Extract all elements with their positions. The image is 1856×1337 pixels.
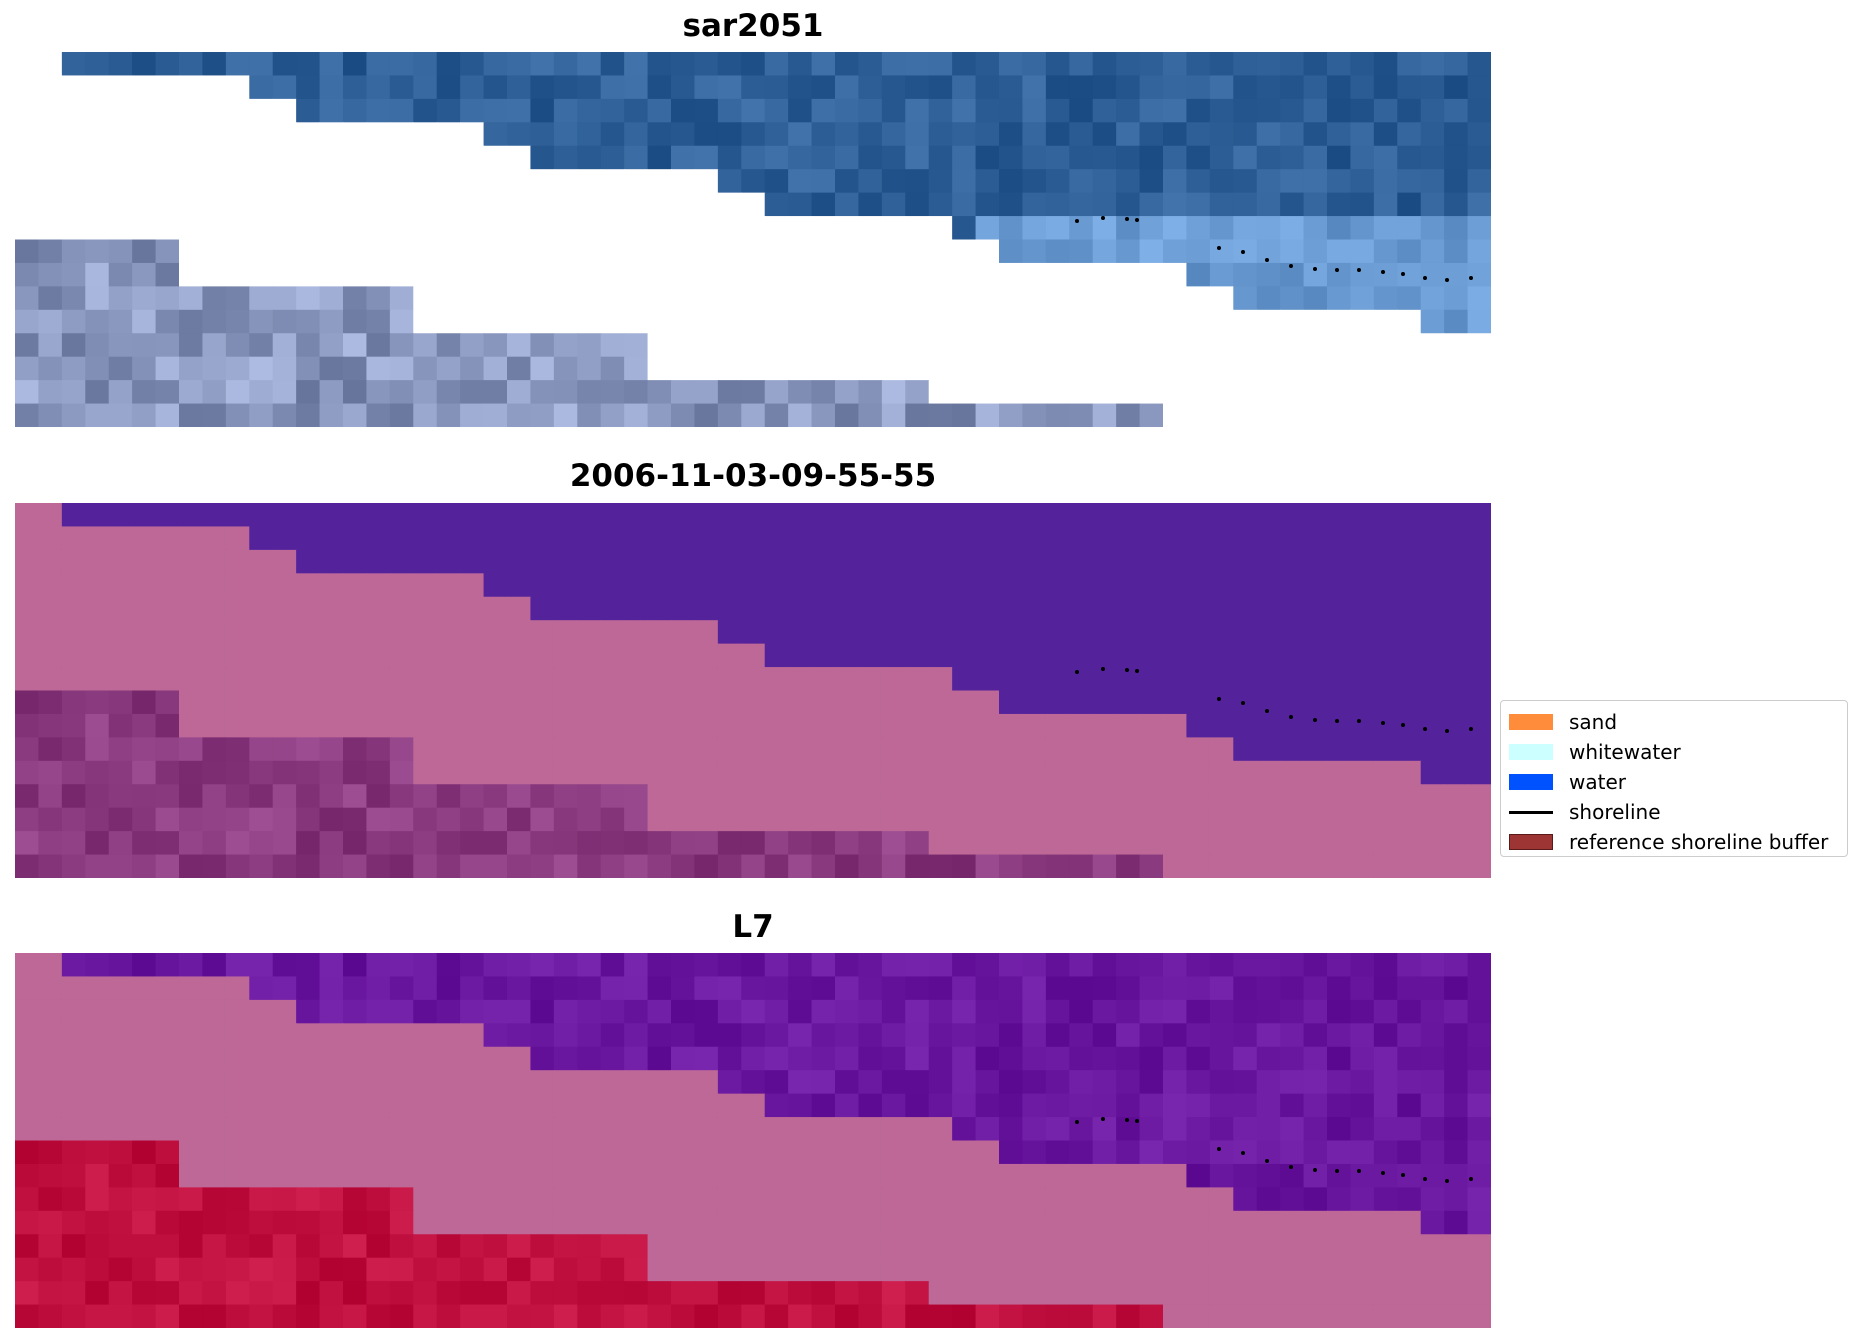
shoreline-point: [1445, 1179, 1449, 1183]
legend-item-whitewater: whitewater: [1509, 737, 1839, 767]
shoreline-point: [1423, 727, 1427, 731]
shoreline-point: [1381, 721, 1385, 725]
title-panel-1: sar2051: [682, 8, 824, 44]
shoreline-point: [1125, 668, 1129, 672]
shoreline-point: [1075, 1120, 1079, 1124]
legend-line-shoreline: [1509, 810, 1553, 814]
shoreline-point: [1469, 276, 1473, 280]
shoreline-point: [1313, 718, 1317, 722]
legend-item-reference-shoreline-buffer: reference shoreline buffer: [1509, 827, 1839, 857]
title-panel-3: L7: [732, 909, 774, 945]
shoreline-point: [1469, 1177, 1473, 1181]
shoreline-point: [1265, 258, 1269, 262]
shoreline-point: [1357, 719, 1361, 723]
shoreline-point: [1335, 719, 1339, 723]
shoreline-point: [1313, 1168, 1317, 1172]
legend: sand whitewater water shoreline referenc…: [1500, 700, 1848, 857]
shoreline-point: [1289, 1165, 1293, 1169]
shoreline-point: [1101, 216, 1105, 220]
shoreline-point: [1265, 1159, 1269, 1163]
shoreline-point: [1217, 697, 1221, 701]
panel-l7-image: [15, 953, 1491, 1328]
panel-classification-image: [15, 503, 1491, 878]
shoreline-point: [1265, 709, 1269, 713]
legend-label-water: water: [1569, 770, 1626, 794]
shoreline-point: [1217, 246, 1221, 250]
shoreline-point: [1135, 218, 1139, 222]
legend-swatch-whitewater: [1509, 744, 1553, 760]
legend-swatch-reference-buffer: [1509, 834, 1553, 850]
shoreline-point: [1401, 723, 1405, 727]
shoreline-point: [1423, 1177, 1427, 1181]
shoreline-point: [1135, 669, 1139, 673]
shoreline-point: [1357, 268, 1361, 272]
legend-label-sand: sand: [1569, 710, 1618, 734]
panel-sar2051-image: [15, 52, 1491, 427]
legend-item-sand: sand: [1509, 707, 1839, 737]
shoreline-point: [1401, 1173, 1405, 1177]
shoreline-point: [1381, 1171, 1385, 1175]
shoreline-point: [1135, 1119, 1139, 1123]
shoreline-point: [1217, 1147, 1221, 1151]
legend-swatch-water: [1509, 774, 1553, 790]
shoreline-point: [1241, 701, 1245, 705]
legend-label-whitewater: whitewater: [1569, 740, 1681, 764]
shoreline-point: [1401, 272, 1405, 276]
shoreline-point: [1075, 219, 1079, 223]
shoreline-point: [1335, 1169, 1339, 1173]
shoreline-point: [1335, 268, 1339, 272]
legend-label-shoreline: shoreline: [1569, 800, 1661, 824]
shoreline-point: [1445, 278, 1449, 282]
legend-item-shoreline: shoreline: [1509, 797, 1839, 827]
shoreline-point: [1125, 1118, 1129, 1122]
shoreline-point: [1075, 670, 1079, 674]
shoreline-point: [1313, 267, 1317, 271]
legend-swatch-sand: [1509, 714, 1553, 730]
shoreline-point: [1241, 1151, 1245, 1155]
shoreline-point: [1289, 715, 1293, 719]
shoreline-point: [1125, 217, 1129, 221]
shoreline-point: [1241, 250, 1245, 254]
shoreline-point: [1445, 729, 1449, 733]
shoreline-point: [1423, 276, 1427, 280]
shoreline-point: [1101, 1117, 1105, 1121]
shoreline-point: [1357, 1169, 1361, 1173]
shoreline-point: [1289, 264, 1293, 268]
title-panel-2: 2006-11-03-09-55-55: [569, 458, 937, 494]
legend-item-water: water: [1509, 767, 1839, 797]
shoreline-point: [1469, 727, 1473, 731]
shoreline-point: [1101, 667, 1105, 671]
shoreline-point: [1381, 270, 1385, 274]
legend-label-reference-buffer: reference shoreline buffer: [1569, 830, 1829, 854]
